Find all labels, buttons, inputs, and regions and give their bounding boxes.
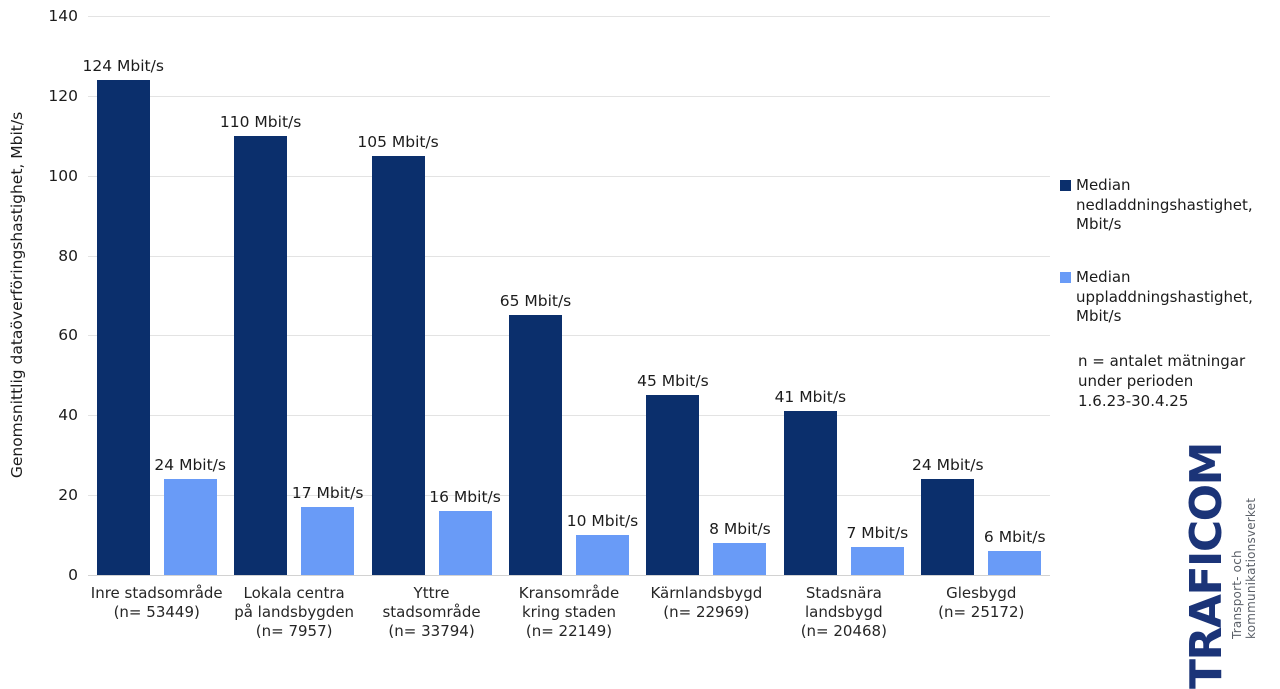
y-tick-label: 40 bbox=[58, 406, 78, 425]
legend-item-upload: Median uppladdningshastighet, Mbit/s bbox=[1060, 268, 1253, 327]
y-tick-label: 0 bbox=[68, 566, 78, 584]
y-tick-label: 80 bbox=[58, 246, 78, 265]
category-label: Kärnlandsbygd (n= 22969) bbox=[650, 584, 763, 622]
upload-bar: 6 Mbit/s bbox=[984, 528, 1046, 575]
bar-group: 45 Mbit/s 8 Mbit/s bbox=[637, 16, 775, 575]
y-tick-label: 20 bbox=[58, 486, 78, 505]
bar-value-label: 16 Mbit/s bbox=[429, 488, 501, 507]
bar-group: 65 Mbit/s 10 Mbit/s bbox=[500, 16, 638, 575]
category-label: Stadsnära landsbygd (n= 20468) bbox=[800, 584, 887, 641]
bar-value-label: 124 Mbit/s bbox=[82, 56, 164, 75]
download-legend-swatch-icon bbox=[1060, 180, 1071, 191]
upload-bar: 16 Mbit/s bbox=[429, 488, 501, 575]
bar-value-label: 45 Mbit/s bbox=[637, 372, 709, 391]
traficom-wordmark: TRAFICOM bbox=[1181, 443, 1232, 689]
download-bar: 110 Mbit/s bbox=[220, 113, 301, 575]
upload-legend-swatch-icon bbox=[1060, 272, 1071, 283]
download-bar: 124 Mbit/s bbox=[83, 57, 164, 575]
traficom-logo: TRAFICOM Transport- och kommunikationsve… bbox=[1181, 425, 1258, 689]
legend-label-download: Median nedladdningshastighet, Mbit/s bbox=[1076, 176, 1253, 233]
gridline bbox=[88, 95, 1050, 97]
legend-item-download: Median nedladdningshastighet, Mbit/s bbox=[1060, 176, 1253, 235]
category-label: Lokala centra på landsbygden (n= 7957) bbox=[234, 584, 355, 641]
upload-bar: 10 Mbit/s bbox=[567, 512, 638, 575]
bar-value-label: 41 Mbit/s bbox=[774, 388, 847, 407]
legend-label-upload: Median uppladdningshastighet, Mbit/s bbox=[1076, 268, 1253, 325]
category-label: Glesbygd (n= 25172) bbox=[938, 584, 1025, 622]
bar-group: 24 Mbit/s 6 Mbit/s bbox=[912, 16, 1050, 575]
gridline bbox=[88, 255, 1050, 257]
bar-value-label: 8 Mbit/s bbox=[709, 520, 771, 539]
download-bar: 105 Mbit/s bbox=[357, 133, 439, 575]
gridline bbox=[88, 175, 1050, 177]
y-tick-label: 100 bbox=[48, 166, 78, 185]
download-bar: 65 Mbit/s bbox=[500, 292, 571, 575]
download-bar: 24 Mbit/s bbox=[912, 456, 984, 575]
bar-value-label: 105 Mbit/s bbox=[357, 132, 439, 151]
bar-group: 105 Mbit/s 16 Mbit/s bbox=[357, 16, 501, 575]
upload-bar: 24 Mbit/s bbox=[154, 456, 226, 575]
category-label: Inre stadsområde (n= 53449) bbox=[90, 584, 223, 622]
bar-group: 41 Mbit/s 7 Mbit/s bbox=[775, 16, 912, 575]
bar-value-label: 65 Mbit/s bbox=[499, 292, 572, 311]
download-bar: 41 Mbit/s bbox=[775, 388, 846, 575]
upload-bar: 8 Mbit/s bbox=[709, 520, 771, 575]
bar-value-label: 10 Mbit/s bbox=[566, 512, 639, 531]
bar-value-label: 6 Mbit/s bbox=[983, 528, 1046, 547]
traficom-subtitle: Transport- och kommunikationsverket bbox=[1230, 497, 1258, 639]
y-tick-label: 120 bbox=[48, 86, 78, 105]
bar-value-label: 110 Mbit/s bbox=[219, 112, 302, 131]
bar-value-label: 24 Mbit/s bbox=[911, 456, 984, 475]
category-label: Yttre stadsområde (n= 33794) bbox=[382, 584, 481, 641]
x-axis-labels: Inre stadsområde (n= 53449) Lokala centra… bbox=[88, 584, 1050, 642]
bar-value-label: 24 Mbit/s bbox=[154, 456, 226, 475]
gridline bbox=[88, 335, 1050, 337]
upload-bar: 17 Mbit/s bbox=[292, 484, 363, 575]
bar-group: 124 Mbit/s 24 Mbit/s bbox=[83, 16, 226, 575]
category-label: Kransområde kring staden (n= 22149) bbox=[518, 584, 620, 641]
plot-area: 0 20 40 60 80 100 120 140 124 Mbit/s 24 Mbit/s 110… bbox=[48, 7, 1050, 584]
bar-value-label: 7 Mbit/s bbox=[846, 524, 909, 543]
gridline bbox=[88, 415, 1050, 417]
legend-note: n = antalet mätningar under perioden 1.6… bbox=[1078, 352, 1246, 410]
y-tick-label: 60 bbox=[58, 326, 78, 345]
download-bar: 45 Mbit/s bbox=[637, 372, 709, 575]
upload-bar: 7 Mbit/s bbox=[847, 524, 908, 575]
x-axis-line bbox=[88, 575, 1050, 576]
bar-value-label: 17 Mbit/s bbox=[291, 484, 364, 503]
gridline bbox=[88, 16, 1050, 17]
y-tick-label: 140 bbox=[48, 7, 78, 25]
bar-group: 110 Mbit/s 17 Mbit/s bbox=[220, 16, 363, 575]
gridline bbox=[88, 495, 1050, 497]
